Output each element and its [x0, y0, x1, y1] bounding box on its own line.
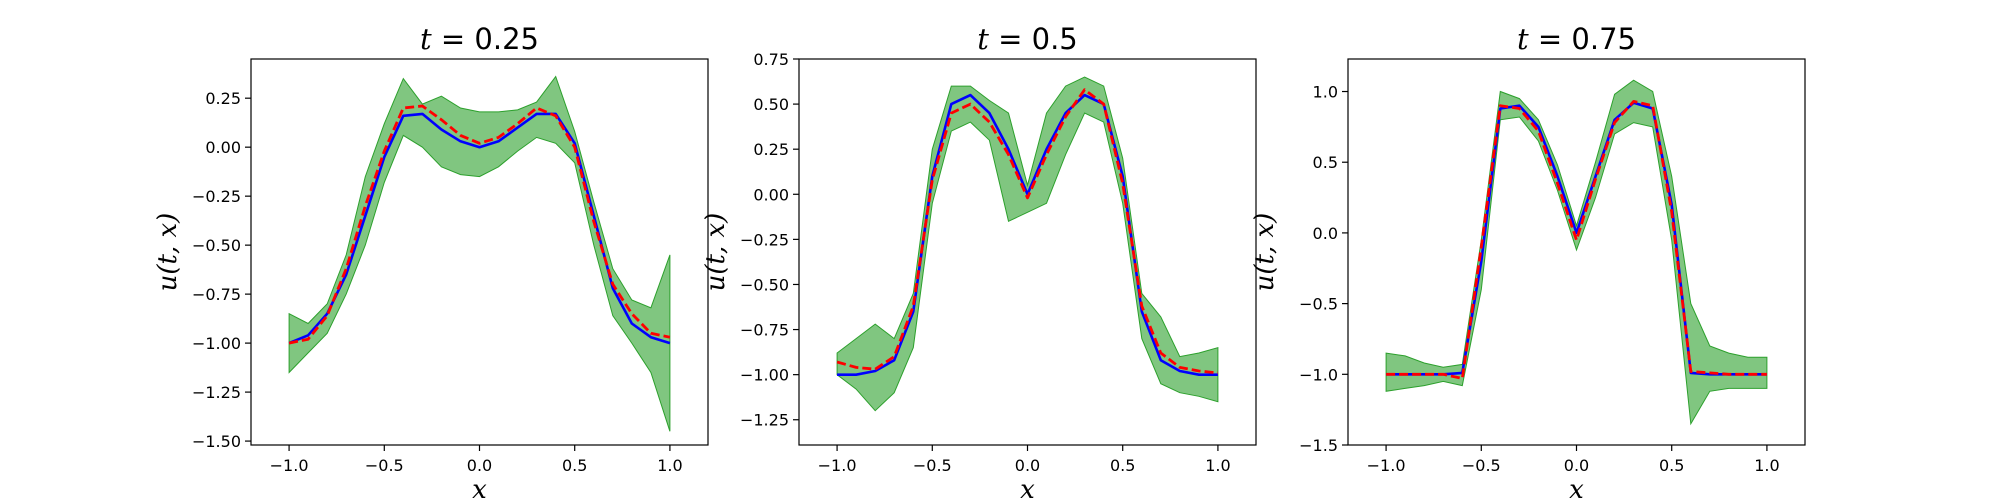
- panel-title: t = 0.75: [1517, 22, 1636, 56]
- y-tick-label: −1.25: [192, 383, 241, 402]
- panel-title: t = 0.5: [977, 22, 1078, 56]
- y-tick-label: −1.25: [740, 411, 789, 430]
- x-tick-label: 0.5: [1110, 456, 1135, 475]
- x-tick-label: 1.0: [1205, 456, 1230, 475]
- x-tick-label: −1.0: [818, 456, 857, 475]
- uncertainty-band: [1385, 79, 1768, 426]
- prediction-line: [836, 88, 1219, 375]
- y-tick-label: 0.5: [1313, 153, 1338, 172]
- y-tick-label: 0.0: [1313, 224, 1338, 243]
- y-tick-label: −0.75: [192, 285, 241, 304]
- x-tick-label: 1.0: [1754, 456, 1779, 475]
- plot-area: [288, 75, 671, 432]
- y-tick-label: 0.25: [753, 140, 789, 159]
- x-tick-label: −0.5: [1462, 456, 1501, 475]
- x-tick-label: 0.0: [1564, 456, 1589, 475]
- prediction-line: [1386, 100, 1767, 380]
- y-tick-label: −0.50: [192, 236, 241, 255]
- x-tick-label: −1.0: [1367, 456, 1406, 475]
- x-tick-label: 0.0: [1015, 456, 1040, 475]
- y-tick-label: −1.00: [192, 334, 241, 353]
- x-tick-label: 0.5: [562, 456, 587, 475]
- y-tick-label: −1.50: [192, 432, 241, 451]
- x-axis-label: x: [1569, 475, 1584, 500]
- x-axis-label: x: [1020, 475, 1035, 500]
- x-axis-label: x: [472, 475, 487, 500]
- x-tick-label: 0.5: [1659, 456, 1684, 475]
- x-tick-label: 0.0: [467, 456, 492, 475]
- y-tick-label: −0.25: [192, 187, 241, 206]
- y-tick-label: 0.75: [753, 50, 789, 69]
- uncertainty-band: [836, 76, 1219, 412]
- prediction-line: [288, 104, 671, 345]
- x-tick-label: 1.0: [657, 456, 682, 475]
- plot-area: [1385, 79, 1768, 426]
- y-tick-label: −0.50: [740, 275, 789, 294]
- chart-panel: −1.0 −0.5 0.0 0.5 1.0 −1.50 −1.25 −1.00 −0.75 −0.…: [153, 22, 709, 500]
- y-tick-label: −1.5: [1299, 436, 1338, 455]
- y-tick-label: −1.00: [740, 366, 789, 385]
- x-tick-label: −1.0: [270, 456, 309, 475]
- y-tick-label: 1.0: [1313, 83, 1338, 102]
- y-tick-label: −0.25: [740, 230, 789, 249]
- plot-area: [836, 76, 1219, 412]
- y-axis-label: u(t, x): [701, 213, 731, 292]
- y-tick-label: 0.00: [205, 138, 241, 157]
- y-axis-label: u(t, x): [153, 213, 183, 292]
- exact-solution-line: [837, 93, 1218, 377]
- panel-title: t = 0.25: [420, 22, 539, 56]
- chart-panel: −1.0 −0.5 0.0 0.5 1.0 −1.25 −1.00 −0.75 −0.50 −0.…: [701, 22, 1257, 500]
- y-tick-label: 0.00: [753, 185, 789, 204]
- y-tick-label: −0.75: [740, 321, 789, 340]
- uncertainty-band: [288, 75, 671, 432]
- y-tick-label: −1.0: [1299, 365, 1338, 384]
- y-axis-label: u(t, x): [1250, 213, 1280, 292]
- y-tick-label: 0.50: [753, 95, 789, 114]
- x-tick-label: −0.5: [913, 456, 952, 475]
- y-tick-label: −0.5: [1299, 295, 1338, 314]
- y-tick-label: 0.25: [205, 89, 241, 108]
- chart-panel: −1.0 −0.5 0.0 0.5 1.0 −1.5 −1.0 −0.5 0.0 0.5 1.0 x u…: [1250, 22, 1806, 500]
- x-tick-label: −0.5: [365, 456, 404, 475]
